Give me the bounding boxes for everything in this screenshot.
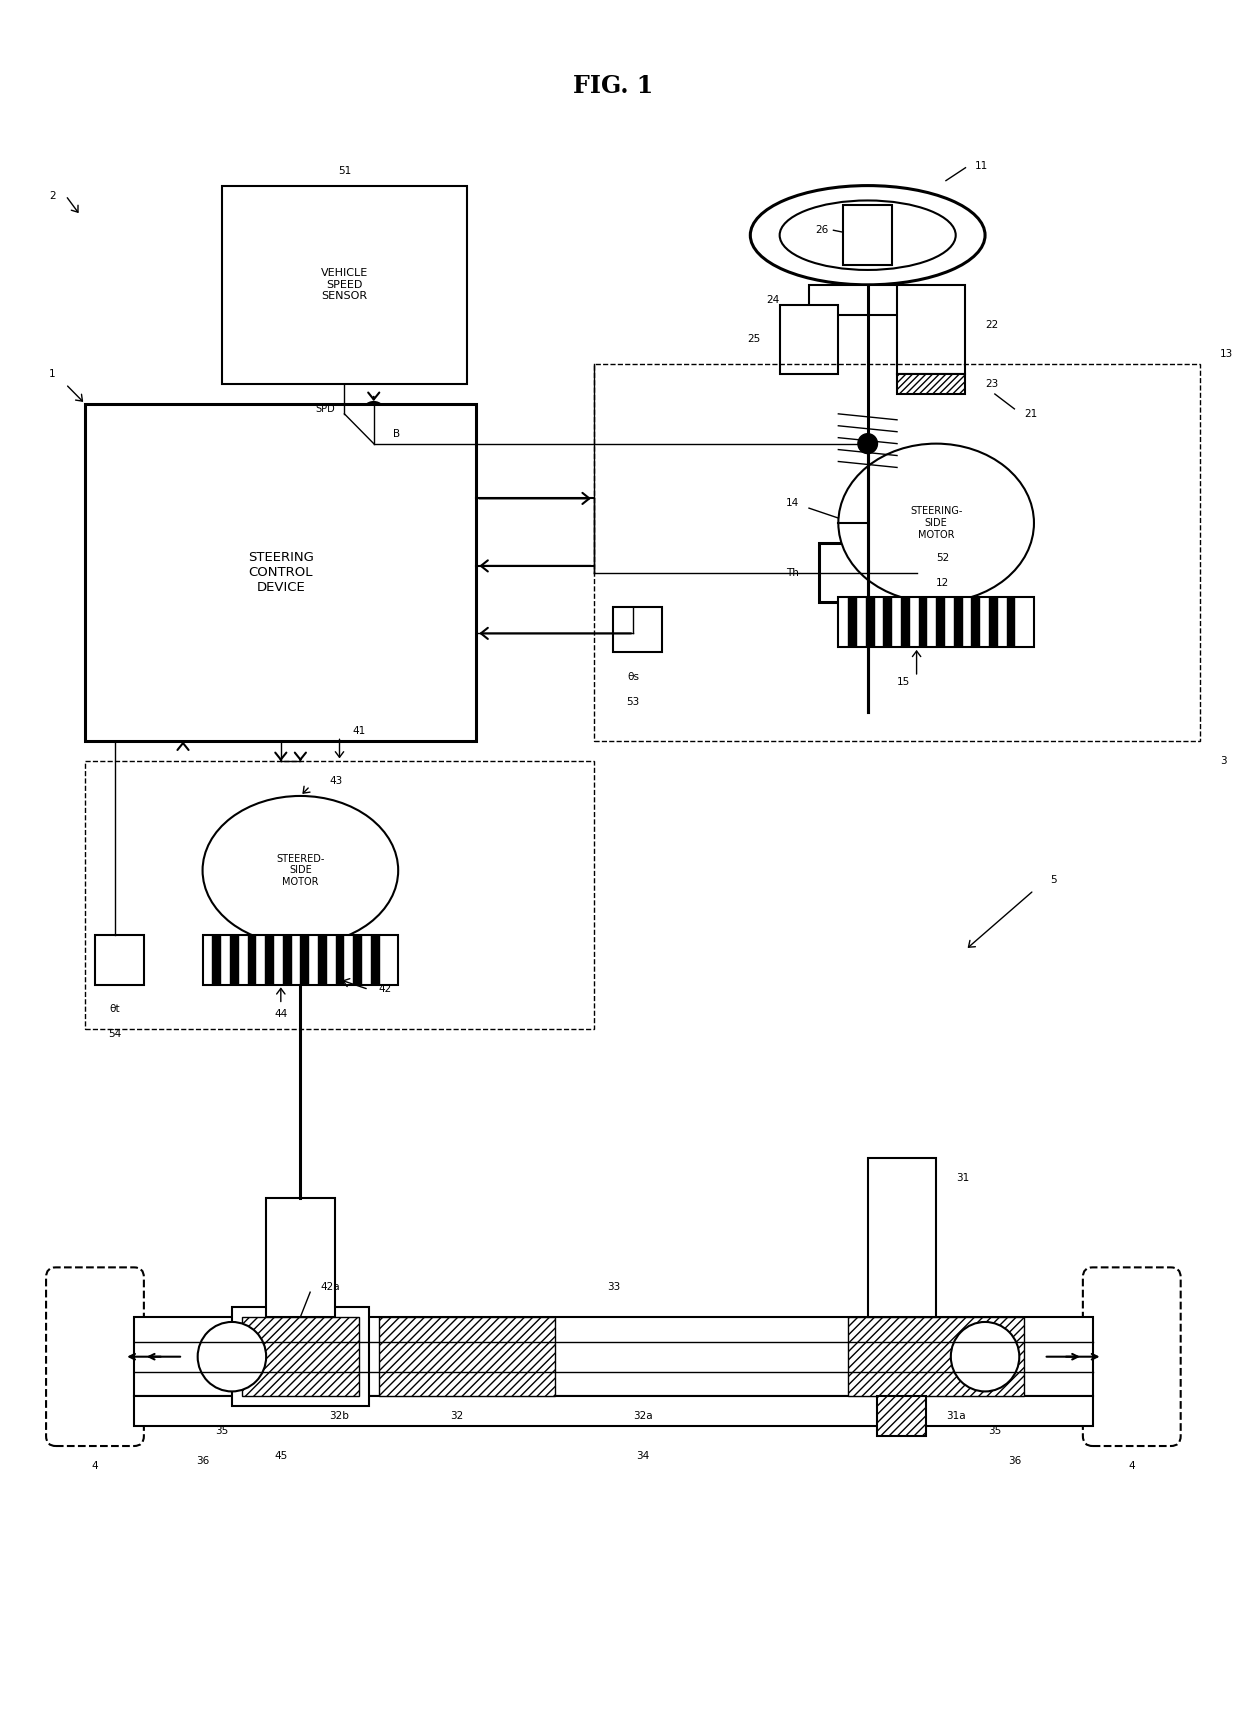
Bar bbox=[378, 1317, 554, 1396]
Bar bbox=[614, 607, 662, 652]
Bar bbox=[897, 375, 966, 394]
Bar bbox=[1007, 597, 1016, 647]
Text: 51: 51 bbox=[337, 166, 351, 176]
Text: 13: 13 bbox=[1220, 349, 1233, 359]
Bar bbox=[134, 1317, 1092, 1396]
Text: 2: 2 bbox=[50, 190, 56, 200]
Text: 31: 31 bbox=[956, 1174, 968, 1182]
Bar bbox=[878, 1396, 926, 1436]
Text: Th: Th bbox=[786, 568, 800, 578]
Text: 44: 44 bbox=[274, 1009, 288, 1020]
Text: 35: 35 bbox=[216, 1427, 228, 1436]
Text: 4: 4 bbox=[92, 1461, 98, 1471]
Text: SPD: SPD bbox=[315, 404, 335, 414]
Text: 31a: 31a bbox=[946, 1412, 966, 1422]
Bar bbox=[86, 404, 476, 741]
Bar bbox=[818, 542, 916, 602]
Text: STEERING-
SIDE
MOTOR: STEERING- SIDE MOTOR bbox=[910, 506, 962, 539]
Bar bbox=[843, 205, 892, 265]
Text: 5: 5 bbox=[1050, 876, 1056, 885]
Text: 1: 1 bbox=[50, 370, 56, 380]
Text: 45: 45 bbox=[274, 1451, 288, 1461]
Bar bbox=[780, 305, 838, 375]
Text: VEHICLE
SPEED
SENSOR: VEHICLE SPEED SENSOR bbox=[321, 269, 368, 301]
Bar bbox=[267, 1198, 335, 1317]
Text: 32: 32 bbox=[450, 1412, 464, 1422]
Text: 41: 41 bbox=[352, 727, 366, 736]
Text: 15: 15 bbox=[897, 678, 910, 686]
Bar bbox=[265, 934, 274, 984]
Text: 43: 43 bbox=[330, 777, 343, 785]
Bar bbox=[971, 597, 980, 647]
Bar bbox=[371, 934, 379, 984]
Bar bbox=[990, 597, 998, 647]
Circle shape bbox=[197, 1323, 267, 1391]
Bar bbox=[283, 934, 291, 984]
Text: 21: 21 bbox=[1024, 409, 1038, 419]
Ellipse shape bbox=[202, 796, 398, 944]
Bar bbox=[317, 934, 327, 984]
Text: B: B bbox=[393, 429, 401, 438]
Bar bbox=[229, 934, 239, 984]
Text: 54: 54 bbox=[108, 1028, 122, 1039]
Text: 12: 12 bbox=[936, 578, 950, 587]
Bar bbox=[868, 1158, 936, 1317]
Text: 36: 36 bbox=[1008, 1456, 1021, 1466]
Bar bbox=[883, 597, 892, 647]
Text: 32b: 32b bbox=[330, 1412, 350, 1422]
Text: 4: 4 bbox=[1128, 1461, 1135, 1471]
Bar bbox=[336, 934, 345, 984]
Text: θt: θt bbox=[109, 1004, 120, 1015]
Text: 42: 42 bbox=[378, 984, 392, 994]
Bar bbox=[353, 934, 362, 984]
Text: 32a: 32a bbox=[632, 1412, 652, 1422]
Bar bbox=[202, 934, 398, 984]
Bar bbox=[848, 1317, 1024, 1396]
Circle shape bbox=[951, 1323, 1019, 1391]
Text: 34: 34 bbox=[636, 1451, 650, 1461]
Bar bbox=[134, 1396, 1092, 1427]
Bar bbox=[936, 597, 945, 647]
Bar bbox=[919, 597, 928, 647]
Bar bbox=[808, 284, 926, 315]
Text: 33: 33 bbox=[606, 1282, 620, 1292]
Text: 14: 14 bbox=[786, 498, 800, 508]
Text: 53: 53 bbox=[626, 696, 640, 707]
Text: 25: 25 bbox=[746, 334, 760, 344]
Text: FIG. 1: FIG. 1 bbox=[573, 74, 653, 98]
Bar bbox=[222, 185, 466, 383]
Text: 11: 11 bbox=[976, 161, 988, 171]
Ellipse shape bbox=[838, 443, 1034, 602]
Bar bbox=[897, 284, 966, 375]
Text: 23: 23 bbox=[985, 380, 998, 388]
Text: 35: 35 bbox=[988, 1427, 1002, 1436]
Bar bbox=[95, 934, 144, 984]
Bar bbox=[86, 761, 594, 1030]
Text: 36: 36 bbox=[196, 1456, 210, 1466]
Text: STEERED-
SIDE
MOTOR: STEERED- SIDE MOTOR bbox=[277, 854, 325, 886]
Bar bbox=[954, 597, 962, 647]
Bar bbox=[838, 597, 1034, 647]
Bar bbox=[212, 934, 221, 984]
Text: 3: 3 bbox=[1220, 756, 1226, 767]
Circle shape bbox=[858, 433, 878, 453]
Text: θs: θs bbox=[627, 672, 639, 683]
Bar bbox=[901, 597, 910, 647]
Text: STEERING
CONTROL
DEVICE: STEERING CONTROL DEVICE bbox=[248, 551, 314, 594]
Bar bbox=[300, 934, 309, 984]
Bar bbox=[232, 1307, 368, 1406]
Text: 52: 52 bbox=[936, 553, 950, 563]
Bar bbox=[248, 934, 257, 984]
Bar bbox=[848, 597, 857, 647]
Text: 22: 22 bbox=[985, 320, 998, 330]
Circle shape bbox=[365, 433, 383, 453]
Text: 24: 24 bbox=[766, 294, 780, 305]
Text: 42a: 42a bbox=[320, 1282, 340, 1292]
Bar bbox=[594, 364, 1200, 741]
Text: 26: 26 bbox=[816, 226, 828, 234]
Bar bbox=[242, 1317, 360, 1396]
Bar bbox=[866, 597, 874, 647]
